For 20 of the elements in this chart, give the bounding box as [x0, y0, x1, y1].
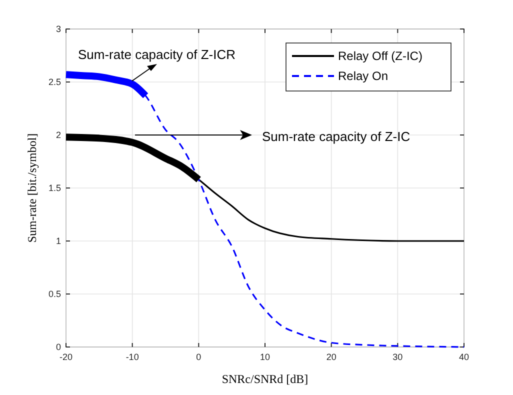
annotation: Sum-rate capacity of Z-IC [262, 129, 410, 144]
y-tick-label: 1 [56, 236, 61, 246]
x-tick-label: 30 [392, 352, 403, 362]
x-tick-label: 20 [326, 352, 336, 362]
x-tick-label: 10 [260, 352, 270, 362]
x-tick-label: -10 [126, 352, 139, 362]
x-tick-label: -20 [59, 352, 73, 362]
x-tick-label: 40 [458, 352, 470, 362]
legend-label: Relay On [338, 69, 388, 83]
y-tick-label: 0 [56, 342, 61, 352]
y-tick-label: 0.5 [48, 289, 61, 299]
legend-label: Relay Off (Z-IC) [338, 49, 422, 63]
y-tick-label: 2 [56, 130, 61, 140]
y-tick-label: 1.5 [48, 183, 61, 193]
x-axis-title: SNRc/SNRd [dB] [222, 372, 308, 386]
annotation: Sum-rate capacity of Z-ICR [78, 47, 236, 62]
y-tick-label: 2.5 [48, 77, 61, 87]
x-tick-label: 0 [196, 352, 202, 362]
y-tick-label: 3 [56, 24, 61, 34]
y-axis-title: Sum-rate [bit./symbol] [25, 133, 39, 243]
